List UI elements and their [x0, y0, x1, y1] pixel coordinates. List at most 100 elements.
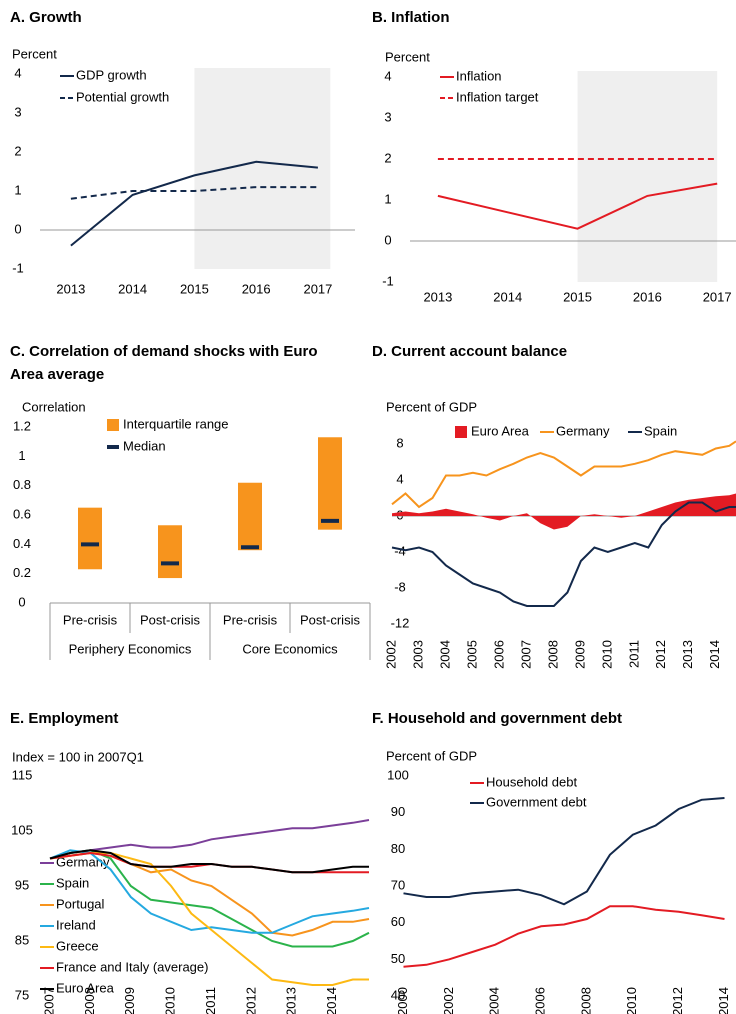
area: [392, 493, 736, 530]
y-tick-label: -8: [394, 579, 406, 594]
forecast-shade: [577, 71, 718, 282]
y-tick-label: 2: [14, 143, 21, 158]
panel-title: D. Current account balance: [372, 343, 568, 360]
line: [391, 501, 736, 607]
x-tick-label: 2005: [464, 640, 479, 669]
legend-label: Median: [123, 438, 166, 453]
x-tick-label: 2006: [533, 987, 548, 1014]
y-axis-label: Percent of GDP: [386, 399, 477, 414]
y-tick-label: 3: [384, 109, 391, 124]
line: [437, 182, 718, 230]
range-bar: [78, 507, 102, 570]
x-tick-label: 2012: [243, 987, 258, 1014]
legend-label: Government debt: [486, 794, 587, 809]
x-tick-label: 2010: [163, 987, 178, 1014]
x-tick-label: Post-crisis: [140, 612, 200, 627]
x-tick-label: 2013: [680, 640, 695, 669]
line: [403, 797, 725, 906]
legend-label: Spain: [56, 875, 89, 890]
y-tick-label: 50: [391, 951, 405, 966]
y-tick-label: 90: [391, 804, 405, 819]
x-tick-label: 2000: [395, 987, 410, 1014]
y-tick-label: 2: [384, 150, 391, 165]
legend-label: Potential growth: [76, 89, 169, 104]
x-tick-label: 2015: [180, 281, 209, 296]
legend-label: France and Italy (average): [56, 959, 208, 974]
x-tick-label: 2007: [41, 987, 56, 1014]
x-tick-label: 2014: [118, 281, 147, 296]
x-tick-label: 2002: [441, 987, 456, 1014]
legend-label: Euro Area: [471, 423, 530, 438]
x-tick-label: 2012: [670, 987, 685, 1014]
legend-label: Interquartile range: [123, 416, 229, 431]
legend-label: Ireland: [56, 917, 96, 932]
x-tick-label: 2012: [653, 640, 668, 669]
y-tick-label: 0.6: [13, 506, 31, 521]
x-tick-label: 2009: [122, 987, 137, 1014]
x-tick-label: 2017: [303, 281, 332, 296]
line: [49, 849, 369, 874]
x-tick-label: 2013: [56, 281, 85, 296]
x-tick-label: 2004: [487, 987, 502, 1014]
x-tick-label: 2014: [324, 987, 339, 1014]
forecast-shade: [194, 68, 331, 269]
x-tick-label: 2015: [563, 289, 592, 304]
x-tick-label: 2017: [703, 289, 732, 304]
y-axis-label: Percent of GDP: [386, 748, 477, 763]
y-tick-label: 70: [391, 877, 405, 892]
line: [70, 160, 318, 247]
legend-swatch: [107, 419, 119, 431]
y-tick-label: 8: [396, 435, 403, 450]
line: [391, 440, 736, 509]
y-tick-label: -4: [394, 543, 406, 558]
y-tick-label: -12: [391, 615, 410, 630]
y-tick-label: 115: [12, 767, 33, 782]
x-tick-label: 2010: [599, 640, 614, 669]
y-tick-label: 4: [384, 68, 391, 83]
y-tick-label: 0.2: [13, 565, 31, 580]
y-tick-label: 40: [391, 987, 405, 1002]
panel-title: B. Inflation: [372, 9, 450, 26]
y-tick-label: 0: [14, 221, 21, 236]
y-tick-label: -1: [382, 273, 394, 288]
x-tick-label: 2002: [383, 640, 398, 669]
y-tick-label: 85: [15, 932, 29, 947]
y-tick-label: 95: [15, 877, 29, 892]
y-tick-label: 0.8: [13, 477, 31, 492]
panel-title: F. Household and government debt: [372, 710, 623, 727]
y-tick-label: 1.2: [13, 418, 31, 433]
panel-title: E. Employment: [10, 710, 119, 727]
x-tick-label: 2016: [242, 281, 271, 296]
y-tick-label: 4: [396, 471, 403, 486]
range-bar: [238, 482, 262, 551]
x-tick-label: 2007: [518, 640, 533, 669]
x-tick-label: 2011: [626, 640, 641, 668]
y-tick-label: 1: [384, 191, 391, 206]
x-tick-label: 2010: [624, 987, 639, 1014]
y-axis-label: Correlation: [22, 399, 86, 414]
line: [403, 905, 725, 968]
x-tick-label: 2008: [545, 640, 560, 669]
x-tick-label: 2003: [410, 640, 425, 669]
x-tick-label: 2004: [437, 640, 452, 669]
legend-label: Spain: [644, 423, 677, 438]
x-tick-label: 2016: [633, 289, 662, 304]
group-label: Core Economics: [242, 641, 338, 656]
y-tick-label: 0: [384, 232, 391, 247]
legend-label: Inflation: [456, 68, 502, 83]
x-tick-label: 2006: [491, 640, 506, 669]
x-tick-label: 2008: [578, 987, 593, 1014]
y-tick-label: 75: [15, 987, 29, 1002]
y-tick-label: 4: [14, 65, 21, 80]
y-tick-label: 80: [391, 841, 405, 856]
line: [49, 819, 370, 860]
y-axis-label: Index = 100 in 2007Q1: [12, 749, 144, 764]
y-tick-label: 105: [11, 822, 33, 837]
y-tick-label: 0.4: [13, 536, 31, 551]
legend-swatch: [455, 426, 467, 438]
x-tick-label: 2014: [493, 289, 522, 304]
legend-label: Household debt: [486, 774, 577, 789]
x-tick-label: 2013: [284, 987, 299, 1014]
